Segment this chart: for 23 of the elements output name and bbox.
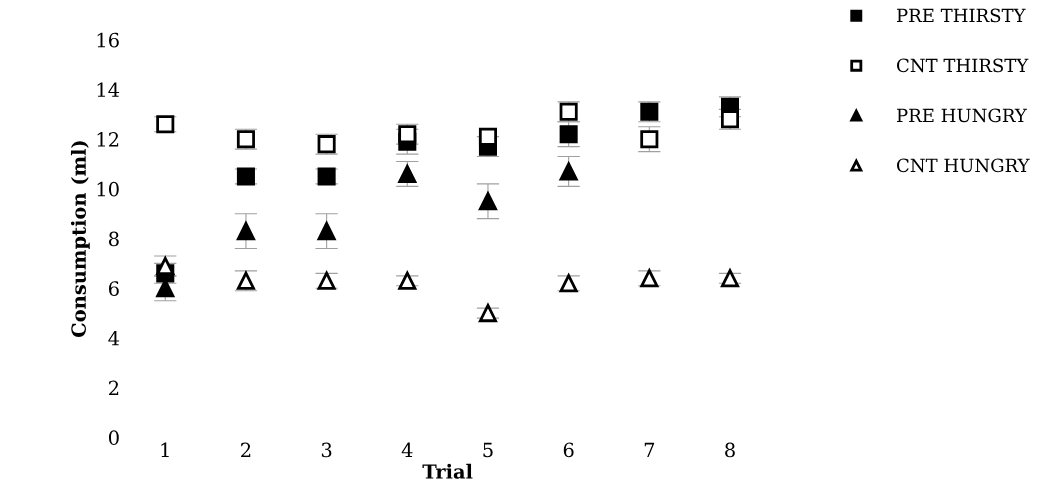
legend-label: PRE HUNGRY — [897, 108, 1027, 123]
y-tick-label: 8 — [108, 231, 119, 247]
x-tick-label: 7 — [644, 442, 655, 457]
x-tick-label: 5 — [483, 442, 493, 458]
y-tick-label: 10 — [97, 181, 119, 197]
legend-label: CNT HUNGRY — [897, 158, 1030, 173]
x-axis-title: Trial — [422, 463, 473, 479]
y-tick-label: 12 — [97, 132, 119, 147]
x-tick-label: 1 — [161, 442, 169, 457]
y-tick-label: 14 — [97, 82, 120, 97]
x-tick-label: 3 — [321, 442, 332, 458]
y-tick-label: 6 — [108, 281, 119, 296]
legend-label: CNT THIRSTY — [897, 58, 1029, 73]
x-tick-label: 6 — [563, 442, 574, 458]
y-tick-label: 4 — [108, 330, 120, 346]
y-axis-title: Consumption (ml) — [70, 141, 90, 337]
x-tick-label: 2 — [241, 442, 251, 457]
y-tick-label: 2 — [109, 380, 119, 396]
x-tick-label: 8 — [725, 442, 735, 458]
legend-label: PRE THIRSTY — [897, 8, 1026, 23]
y-tick-label: 0 — [108, 430, 119, 446]
y-tick-label: 16 — [97, 32, 119, 48]
x-tick-label: 4 — [401, 442, 413, 457]
